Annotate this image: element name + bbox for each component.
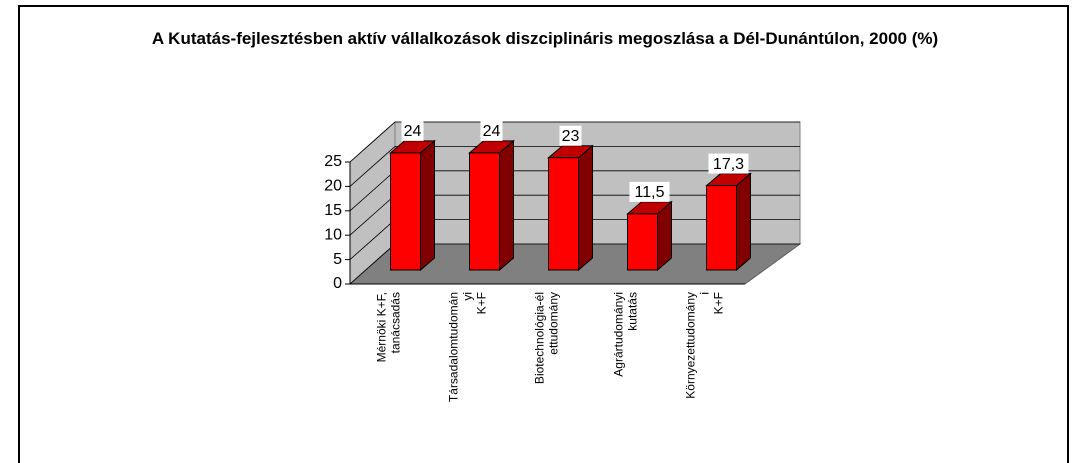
data-label-box xyxy=(559,125,582,146)
bar xyxy=(469,152,500,271)
bar-side xyxy=(499,139,514,272)
data-label-box xyxy=(401,120,424,141)
grid-line xyxy=(349,243,396,285)
data-label-box xyxy=(629,181,670,202)
bar-side xyxy=(578,144,593,272)
grid-line xyxy=(349,219,396,260)
data-label: 24 xyxy=(483,123,501,140)
y-tick-label: 25 xyxy=(324,153,342,170)
x-tick-label-line: yi xyxy=(461,292,475,301)
chart-title: A Kutatás-fejlesztésben aktív vállalkozá… xyxy=(151,29,939,48)
x-tick-label-line: Környezettudomány xyxy=(684,292,698,399)
grid-line xyxy=(349,146,396,187)
x-tick-label-line: ettudomány xyxy=(547,292,561,355)
x-tick-label: Agrártudományikutatás xyxy=(612,292,640,377)
x-tick-label-line: Biotechnológia-él xyxy=(533,292,547,384)
data-label: 11,5 xyxy=(635,184,665,201)
data-label: 17,3 xyxy=(713,156,744,173)
y-tick-label: 5 xyxy=(333,251,342,268)
x-tick-label-line: Mérnöki K+F, xyxy=(375,292,389,362)
bar xyxy=(548,157,579,271)
x-tick-label: Mérnöki K+F,tanácsadás xyxy=(375,292,403,362)
y-tick-label: 10 xyxy=(324,226,342,243)
x-tick-label-line: kutatás xyxy=(626,292,640,331)
x-tick-label-line: Agrártudományi xyxy=(612,292,626,377)
x-tick-label-line: K+F xyxy=(712,292,726,314)
x-tick-label-line: tanácsadás xyxy=(389,292,403,353)
y-tick-label: 0 xyxy=(333,275,342,292)
grid-line xyxy=(349,194,396,236)
chart-frame xyxy=(18,5,1069,463)
x-tick-label: Biotechnológia-élettudomány xyxy=(533,292,561,384)
x-tick-label: TársadalomtudományiK+F xyxy=(447,292,489,402)
x-tick-label-line: i xyxy=(698,292,712,295)
grid-line xyxy=(349,170,396,212)
data-label: 24 xyxy=(404,123,422,140)
y-tick-label: 20 xyxy=(324,178,342,195)
bar-side xyxy=(736,172,751,272)
bar xyxy=(706,185,737,271)
bar-side xyxy=(420,139,435,272)
data-label-box xyxy=(708,153,749,174)
data-label: 23 xyxy=(562,128,580,145)
bar xyxy=(390,152,421,271)
x-tick-label-line: K+F xyxy=(475,292,489,314)
x-tick-label-line: Társadalomtudomán xyxy=(447,292,461,402)
grid-line xyxy=(349,121,396,163)
bar xyxy=(627,213,658,271)
y-tick-label: 15 xyxy=(324,202,342,219)
data-label-box xyxy=(480,120,503,141)
x-tick-label: KörnyezettudományiK+F xyxy=(684,292,726,399)
